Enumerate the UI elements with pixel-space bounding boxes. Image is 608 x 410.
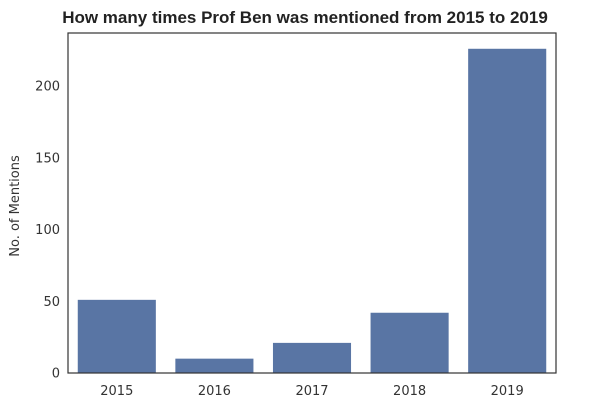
x-tick-label-2016: 2016 [198, 384, 231, 399]
bars-group [77, 48, 547, 374]
y-tick-label-150: 150 [35, 151, 60, 166]
plot-frame [67, 32, 557, 374]
x-tick-label-2018: 2018 [393, 384, 426, 399]
bar-2015 [77, 299, 156, 373]
y-tick-label-100: 100 [35, 223, 60, 238]
y-axis-label: No. of Mentions [8, 155, 23, 257]
y-tick-label-0: 0 [52, 367, 60, 382]
x-tick-label-2017: 2017 [295, 384, 328, 399]
x-tick-label-2015: 2015 [100, 384, 133, 399]
y-tick-label-200: 200 [35, 80, 60, 95]
x-axis-ticks: 2015 2016 2017 2018 2019 [100, 384, 523, 399]
y-tick-label-50: 50 [43, 295, 60, 310]
chart-title: How many times Prof Ben was mentioned fr… [62, 8, 548, 27]
x-tick-label-2019: 2019 [491, 384, 524, 399]
bar-2017 [272, 342, 352, 373]
bar-2018 [370, 312, 449, 373]
y-axis-ticks: 0 50 100 150 200 [35, 80, 60, 382]
bar-2019 [468, 48, 547, 374]
bar-2016 [175, 358, 254, 373]
